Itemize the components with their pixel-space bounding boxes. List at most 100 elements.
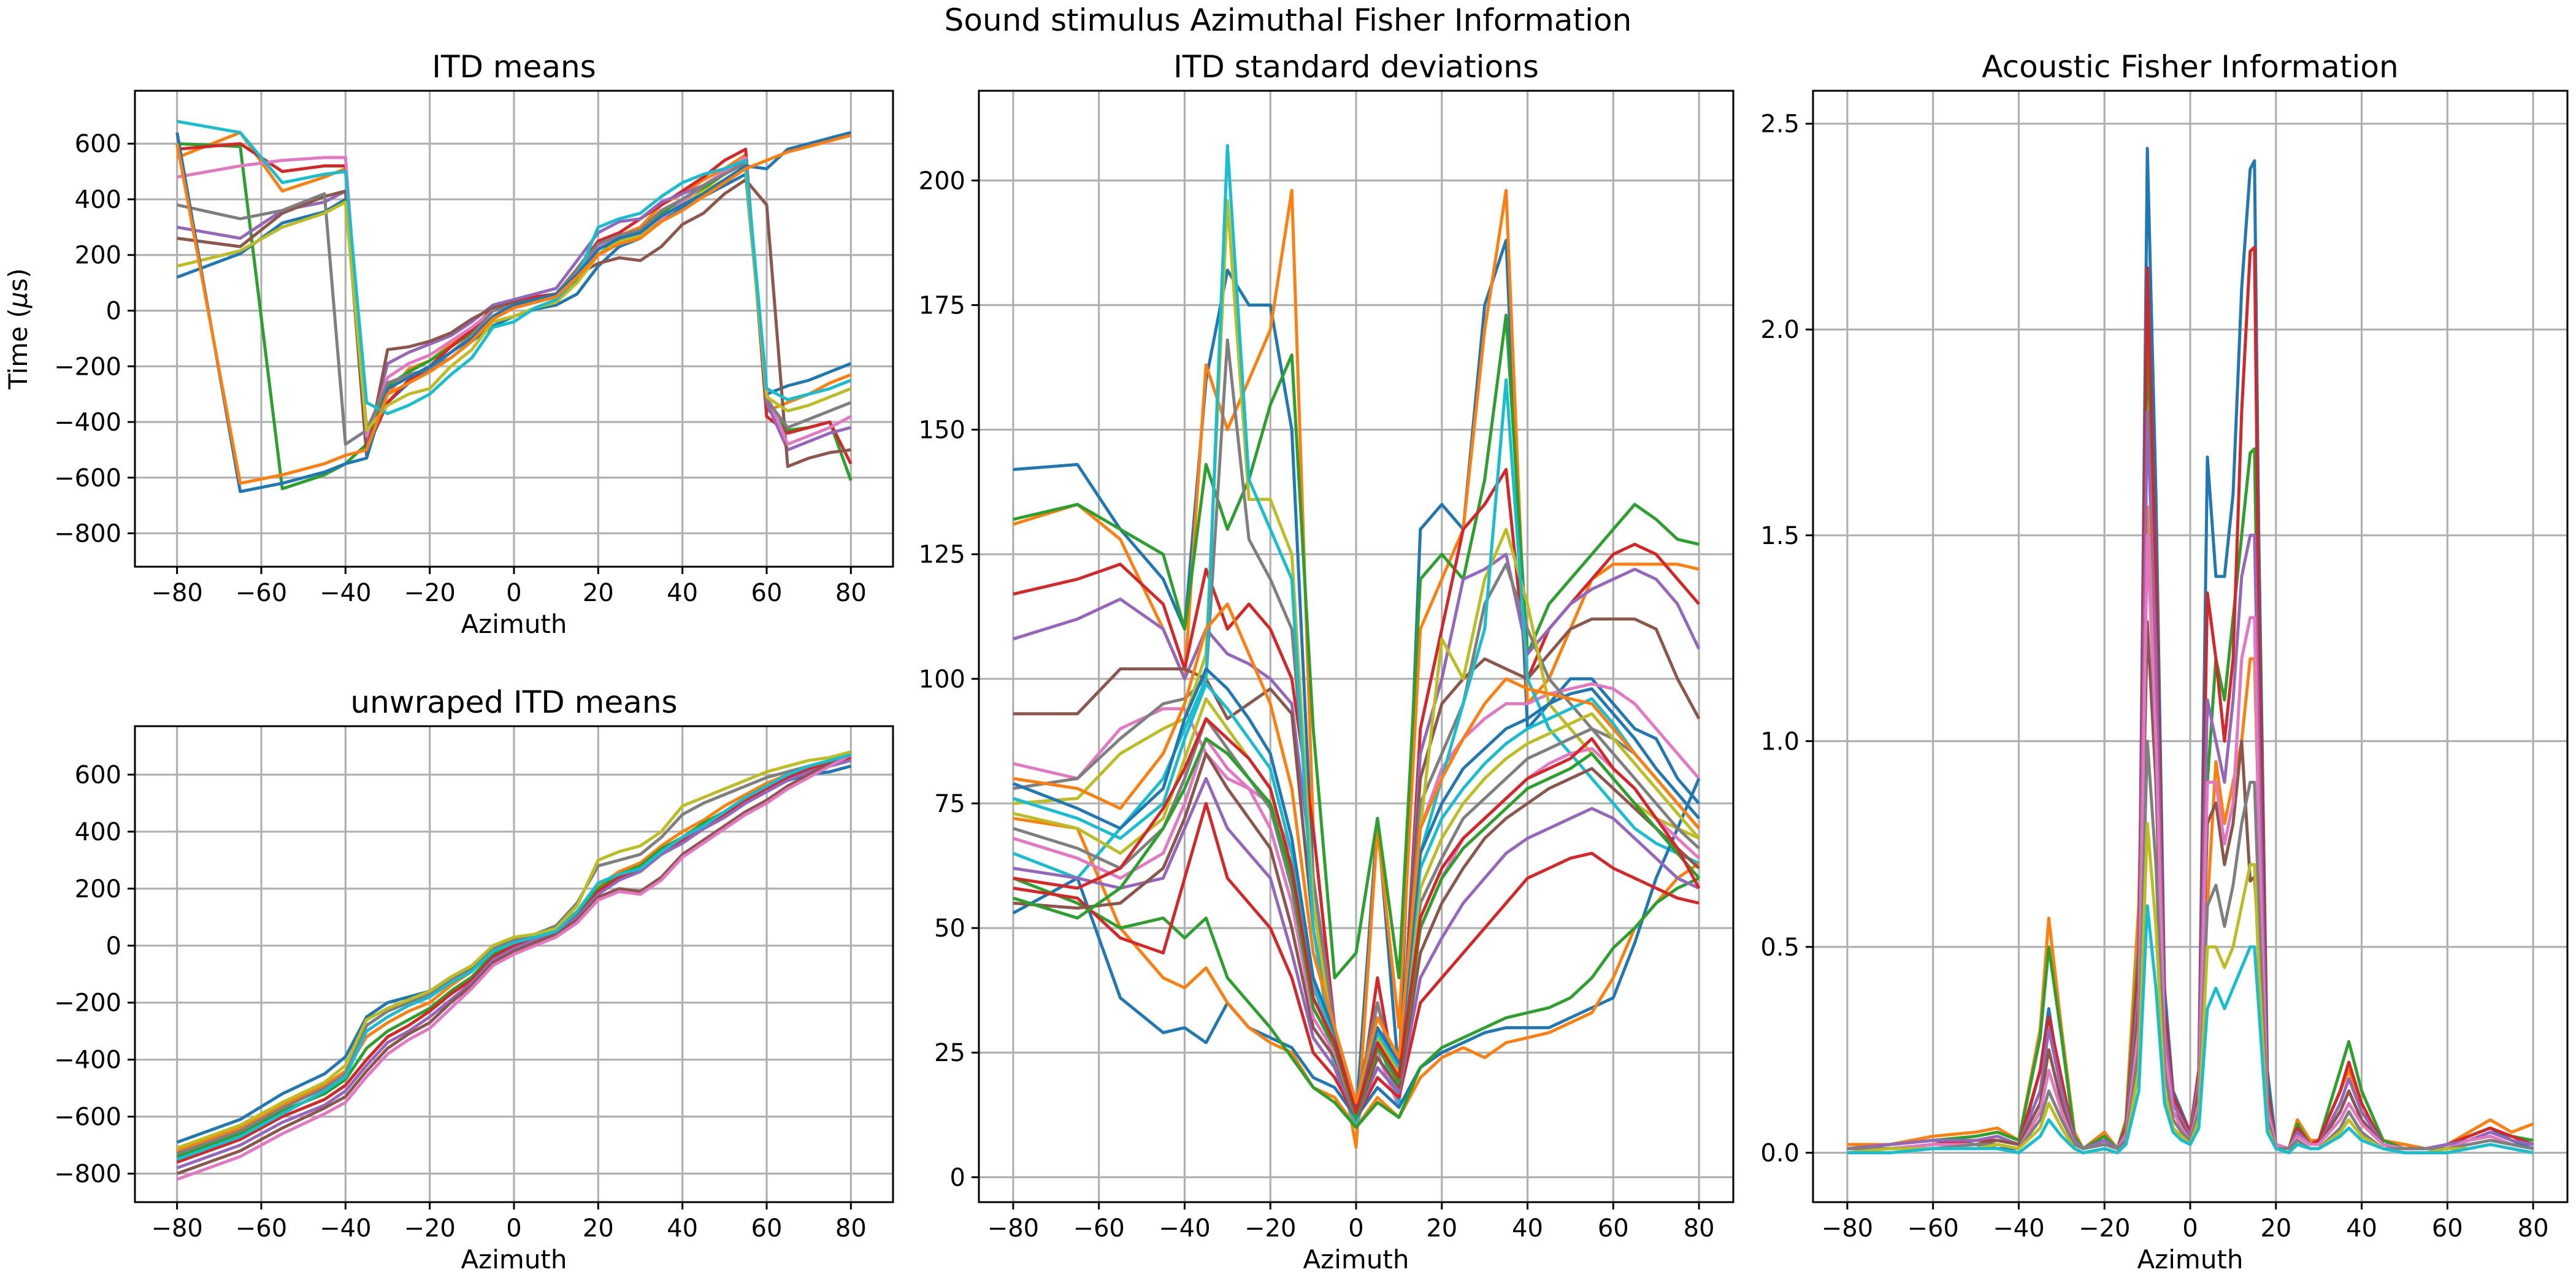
x-axis-label: Azimuth: [461, 1244, 567, 1275]
y-tick-label: 1.5: [1760, 522, 1800, 550]
x-tick-label: 0: [506, 579, 521, 607]
x-tick-label: 60: [2432, 1214, 2463, 1243]
x-tick-label: 0: [506, 1214, 521, 1243]
x-axis-label: Azimuth: [461, 609, 567, 639]
series-line: [1013, 737, 1700, 1119]
x-tick-label: 80: [1684, 1214, 1715, 1243]
subplots: −80 −60 −40 −20 0 20 40 60 80−800−600−400−200020…: [3, 49, 2569, 1275]
y-tick-label: −400: [54, 408, 121, 437]
y-tick-label: 200: [919, 167, 965, 195]
x-tick-label: 60: [1598, 1214, 1629, 1243]
x-tick-label: −40: [1993, 1214, 2044, 1243]
series-line: [1012, 667, 1700, 1110]
x-tick-label: −60: [1073, 1214, 1124, 1243]
x-tick-label: 40: [1512, 1214, 1543, 1243]
x-tick-label: 20: [583, 579, 614, 607]
x-tick-label: −40: [320, 579, 371, 607]
y-tick-label: −600: [54, 1103, 121, 1132]
y-tick-label: 2.5: [1760, 110, 1800, 139]
series-line: [175, 134, 851, 485]
series-line: [1012, 876, 1700, 1129]
y-tick-label: 175: [919, 291, 965, 320]
series-line: [1847, 410, 2534, 1151]
y-tick-label: 25: [934, 1039, 965, 1067]
series-group: [175, 120, 853, 493]
x-tick-label: −80: [151, 579, 202, 607]
x-tick-label: −80: [1822, 1214, 1873, 1243]
subplot-itd-standard-deviations: −80 −60 −40 −20 0 20 40 60 80 0 25 50 75 100 125 150 175…: [919, 49, 1735, 1275]
y-tick-label: −800: [54, 1160, 121, 1189]
x-tick-label: 80: [835, 1214, 867, 1243]
y-tick-label: −800: [54, 520, 121, 548]
series-line: [1847, 739, 2534, 1151]
series-line: [1012, 778, 1701, 1119]
series-line: [176, 753, 851, 1161]
series-group: [176, 750, 852, 1181]
series-line: [1013, 189, 1700, 1149]
series-line: [1013, 602, 1700, 1104]
x-tick-label: 80: [2518, 1214, 2549, 1243]
y-tick-label: 150: [919, 416, 965, 445]
series-line: [1847, 245, 2534, 1151]
x-tick-label: 20: [1426, 1214, 1457, 1243]
y-tick-label: 100: [919, 665, 965, 694]
y-tick-label: 2.0: [1760, 316, 1800, 344]
x-axis-label: Azimuth: [1303, 1244, 1409, 1275]
x-tick-label: 20: [2260, 1214, 2291, 1243]
x-tick-label: −20: [1244, 1214, 1296, 1243]
x-tick-label: −60: [236, 1214, 287, 1243]
subplot-title: ITD means: [432, 49, 596, 85]
y-tick-label: 600: [75, 761, 121, 789]
series-line: [176, 753, 852, 1181]
y-tick-label: −200: [54, 353, 121, 381]
subplot-unwraped-itd-means: −80 −60 −40 −20 0 20 40 60 80−800−600−400−200020…: [54, 684, 894, 1275]
figure-suptitle: Sound stimulus Azimuthal Fisher Informat…: [945, 2, 1632, 38]
x-tick-label: −20: [404, 579, 455, 607]
series-group: [1847, 147, 2534, 1154]
x-tick-label: 40: [667, 579, 698, 607]
x-tick-label: −80: [151, 1214, 202, 1243]
series-line: [1013, 313, 1700, 979]
subplot-acoustic-fisher-information: −80 −60 −40 −20 0 20 40 60 80 0.0 0.5 1.0 1.5 2.0 2.5 A…: [1760, 49, 2569, 1275]
x-tick-label: −40: [320, 1214, 371, 1243]
x-tick-label: 60: [751, 1214, 783, 1243]
x-tick-label: 20: [583, 1214, 614, 1243]
x-tick-label: −40: [1159, 1214, 1210, 1243]
series-line: [1847, 620, 2534, 1151]
x-tick-label: −60: [1907, 1214, 1958, 1243]
x-tick-label: 0: [2182, 1214, 2198, 1243]
y-tick-label: 50: [934, 914, 965, 943]
subplot-title: Acoustic Fisher Information: [1982, 49, 2398, 85]
series-line: [176, 750, 851, 1150]
y-tick-label: 125: [919, 541, 965, 569]
x-tick-label: 60: [751, 579, 783, 607]
series-line: [1013, 776, 1700, 1119]
series-line: [176, 753, 851, 1156]
x-tick-label: −20: [2079, 1214, 2130, 1243]
y-axis-label: Time (μs): [3, 268, 33, 390]
y-tick-label: 600: [75, 130, 121, 158]
y-tick-label: 0: [106, 932, 121, 960]
subplot-itd-means: −80 −60 −40 −20 0 20 40 60 80−800−600−400−200020…: [3, 49, 894, 639]
x-tick-label: −80: [987, 1214, 1039, 1243]
subplot-title: unwraped ITD means: [350, 684, 677, 720]
series-group: [1012, 144, 1701, 1149]
y-tick-label: 1.0: [1760, 727, 1800, 756]
y-tick-label: 200: [75, 242, 121, 270]
y-tick-label: 400: [75, 186, 121, 214]
series-line: [1013, 717, 1701, 1114]
series-line: [1013, 752, 1700, 1119]
x-tick-label: −20: [404, 1214, 455, 1243]
y-tick-label: 0.0: [1760, 1139, 1800, 1167]
x-tick-label: 80: [835, 579, 867, 607]
y-tick-label: −400: [54, 1046, 121, 1075]
y-tick-label: 0.5: [1760, 933, 1800, 962]
y-tick-label: 75: [934, 790, 965, 818]
y-tick-label: 200: [75, 875, 121, 903]
y-tick-label: 0: [950, 1163, 965, 1192]
x-tick-label: −60: [236, 579, 287, 607]
y-tick-label: 0: [106, 297, 121, 326]
y-tick-label: −200: [54, 989, 121, 1018]
x-axis-label: Azimuth: [2137, 1244, 2243, 1275]
